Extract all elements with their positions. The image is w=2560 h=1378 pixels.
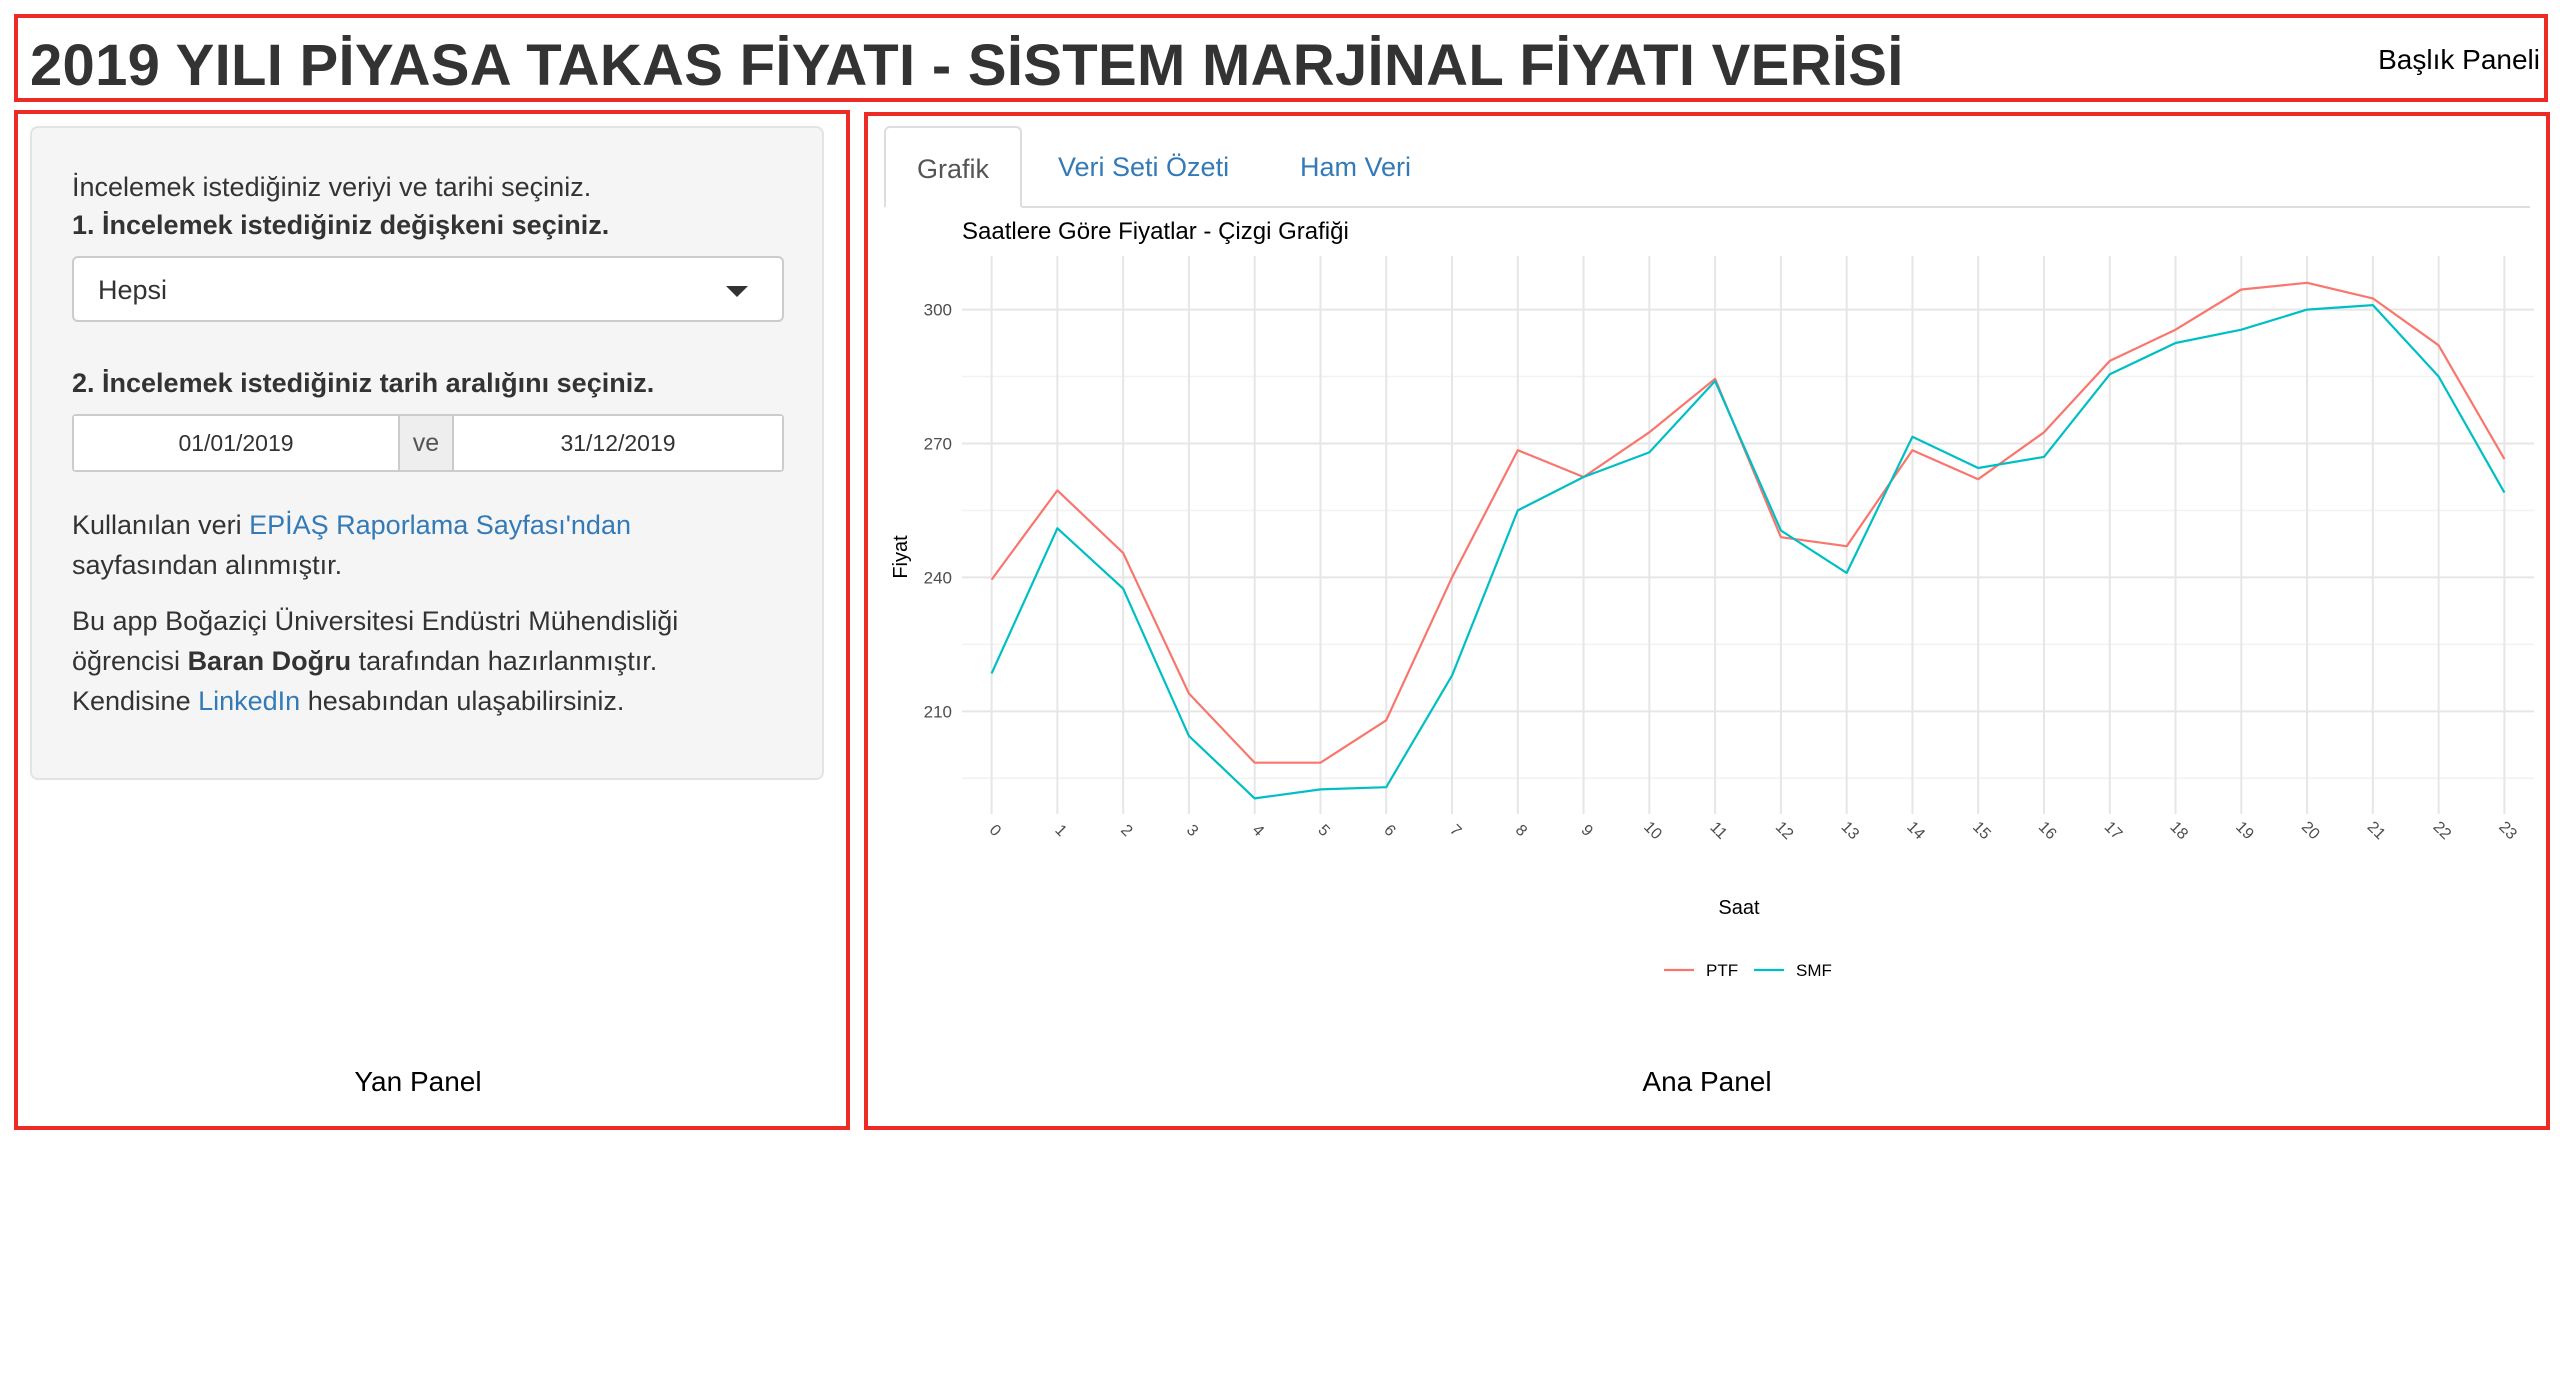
tabs-divider — [884, 206, 2530, 208]
variable-label: 1. İncelemek istediğiniz değişkeni seçin… — [72, 210, 610, 240]
intro-text: İncelemek istediğiniz veriyi ve tarihi s… — [72, 172, 592, 202]
y-tick-label: 300 — [924, 301, 952, 320]
x-tick-label: 9 — [1578, 822, 1596, 840]
side-panel-well: İncelemek istediğiniz veriyi ve tarihi s… — [30, 126, 824, 780]
x-tick-label: 13 — [1838, 819, 1863, 844]
x-tick-label: 16 — [2035, 819, 2060, 844]
legend-label-ptf: PTF — [1706, 961, 1738, 980]
contact-line: Kendisine LinkedIn hesabından ulaşabilir… — [72, 686, 624, 717]
tab-ham-veri[interactable]: Ham Veri — [1300, 152, 1412, 182]
x-tick-label: 17 — [2101, 819, 2126, 844]
y-tick-label: 270 — [924, 434, 952, 453]
x-tick-label: 4 — [1249, 822, 1267, 840]
line-chart: Saatlere Göre Fiyatlar - Çizgi Grafiği 2… — [890, 218, 2534, 980]
x-tick-label: 14 — [1903, 819, 1928, 844]
source-line: Kullanılan veri EPİAŞ Raporlama Sayfası'… — [72, 510, 631, 541]
y-tick-labels: 210 240 270 300 — [924, 301, 952, 722]
contact-prefix: Kendisine — [72, 686, 199, 716]
tab-veri-seti-ozeti[interactable]: Veri Seti Özeti — [1058, 152, 1230, 182]
series-line-smf — [990, 303, 2506, 800]
chart-series — [990, 281, 2506, 800]
x-tick-label: 8 — [1512, 822, 1530, 840]
epias-link[interactable]: EPİAŞ Raporlama Sayfası'ndan — [249, 510, 631, 540]
x-tick-labels: 0 1 2 3 4 5 6 7 8 9 10 11 12 13 14 15 16 17 18 19 20 21 22 23 — [986, 819, 2520, 844]
x-tick-label: 22 — [2430, 819, 2455, 844]
x-tick-label: 7 — [1446, 822, 1464, 840]
chart-title: Saatlere Göre Fiyatlar - Çizgi Grafiği — [962, 218, 1349, 245]
date-separator: ve — [398, 416, 454, 470]
title-panel-frame — [14, 14, 2548, 102]
x-tick-label: 20 — [2298, 819, 2323, 844]
x-tick-label: 12 — [1772, 819, 1797, 844]
x-tick-label: 1 — [1051, 822, 1069, 840]
chart-legend: PTF SMF — [1664, 961, 1832, 980]
chart-grid — [962, 256, 2534, 814]
side-panel-frame — [14, 110, 850, 1130]
x-tick-label: 3 — [1183, 822, 1201, 840]
credit-line-1: Bu app Boğaziçi Üniversitesi Endüstri Mü… — [72, 606, 679, 636]
source-suffix: sayfasından alınmıştır. — [72, 550, 343, 580]
date-end-input[interactable]: 31/12/2019 — [454, 416, 782, 470]
variable-select-value: Hepsi — [98, 275, 168, 305]
x-tick-label: 5 — [1314, 822, 1332, 840]
x-tick-label: 18 — [2166, 819, 2191, 844]
source-prefix: Kullanılan veri — [72, 510, 250, 540]
x-tick-label: 2 — [1117, 822, 1135, 840]
linkedin-link[interactable]: LinkedIn — [198, 686, 301, 716]
x-tick-label: 6 — [1380, 822, 1398, 840]
x-tick-label: 10 — [1640, 819, 1665, 844]
variable-select[interactable]: Hepsi — [72, 256, 784, 322]
date-start-input[interactable]: 01/01/2019 — [74, 416, 398, 470]
credit-author: Baran Doğru — [187, 646, 352, 676]
page-title: 2019 YILI PİYASA TAKAS FİYATI - SİSTEM M… — [30, 33, 1904, 98]
date-range-label: 2. İncelemek istediğiniz tarih aralığını… — [72, 368, 655, 398]
main-panel-frame — [864, 112, 2550, 1130]
y-axis-label: Fiyat — [890, 535, 912, 579]
x-axis-label: Saat — [1718, 897, 1760, 919]
contact-suffix: hesabından ulaşabilirsiniz. — [300, 686, 625, 716]
x-tick-label: 11 — [1706, 819, 1730, 843]
credit-prefix: öğrencisi — [72, 646, 188, 676]
x-tick-label: 0 — [986, 822, 1004, 840]
credit-line-2: öğrencisi Baran Doğru tarafından hazırla… — [72, 646, 657, 677]
y-tick-label: 240 — [924, 568, 952, 587]
x-tick-label: 19 — [2232, 819, 2257, 844]
caret-down-icon — [726, 286, 748, 297]
legend-label-smf: SMF — [1796, 961, 1832, 980]
date-range-input: 01/01/2019 ve 31/12/2019 — [72, 414, 784, 472]
series-line-ptf — [990, 281, 2506, 764]
side-panel-label: Yan Panel — [354, 1066, 482, 1097]
tab-grafik[interactable]: Grafik — [884, 126, 1022, 208]
x-tick-label: 23 — [2495, 819, 2520, 844]
x-tick-label: 21 — [2364, 819, 2389, 844]
credit-suffix: tarafından hazırlanmıştır. — [351, 646, 658, 676]
x-tick-label: 15 — [1969, 819, 1994, 844]
main-panel-label: Ana Panel — [1642, 1066, 1772, 1097]
y-tick-label: 210 — [924, 702, 952, 721]
title-panel-label: Başlık Paneli — [2378, 44, 2540, 75]
